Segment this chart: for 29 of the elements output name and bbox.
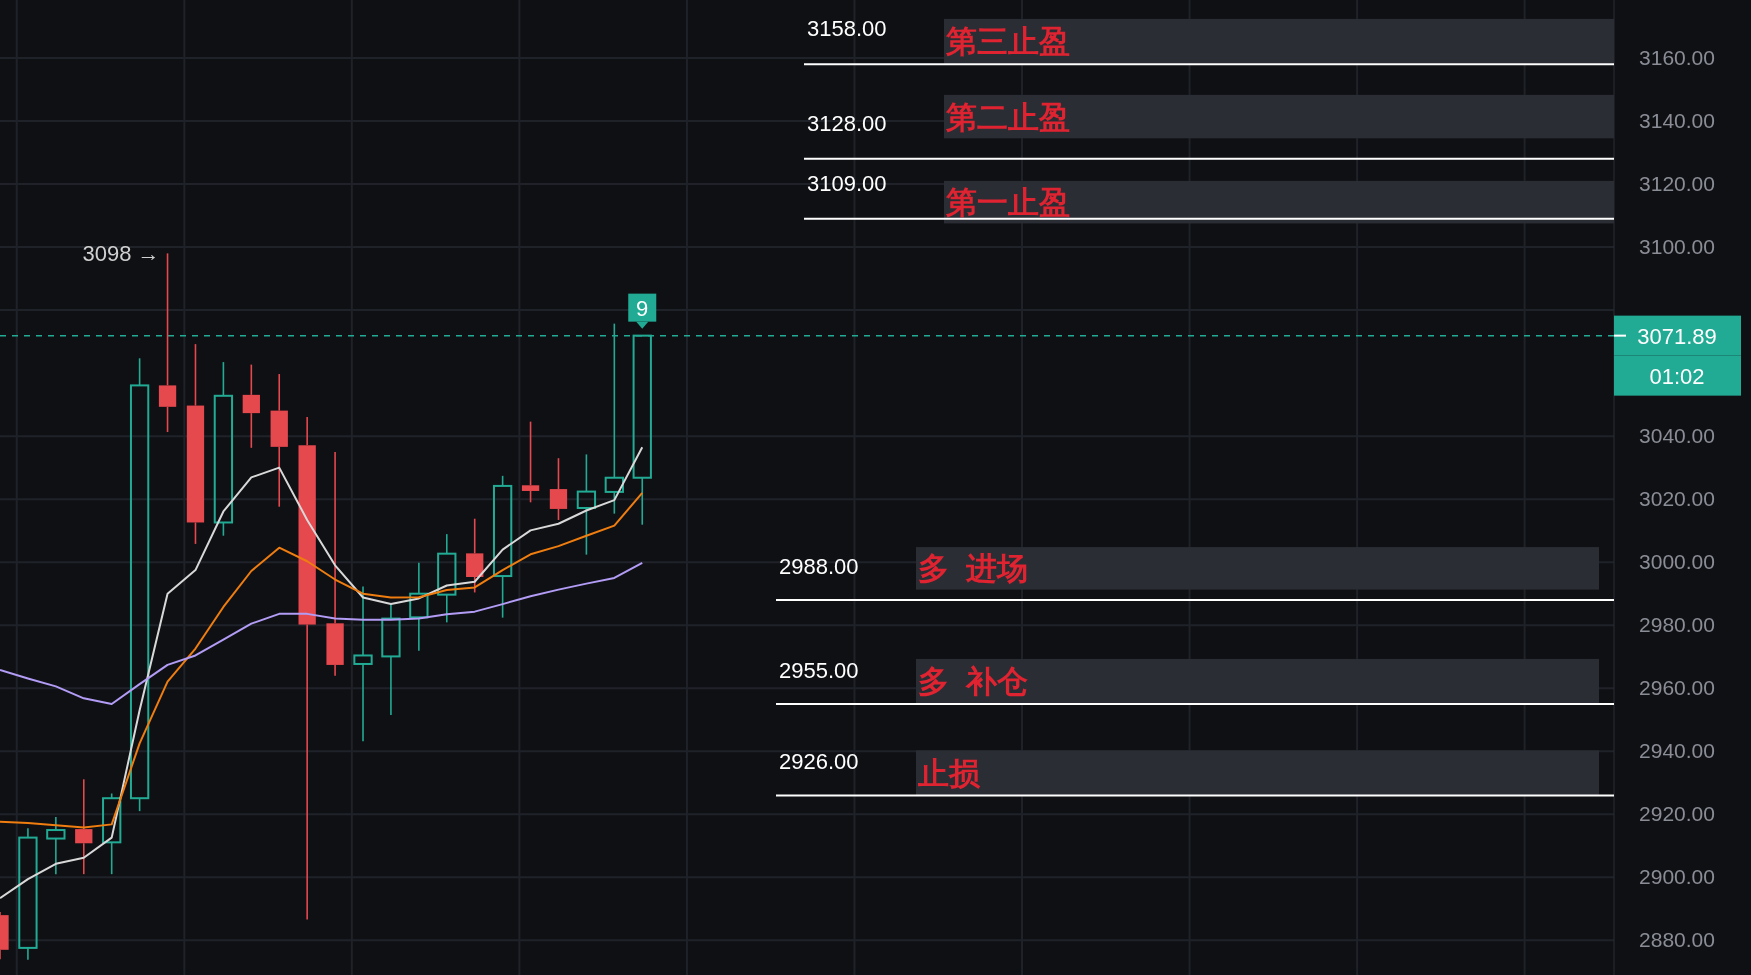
y-tick-label: 2900.00 xyxy=(1639,865,1715,889)
ref-line-label: 3109.00 xyxy=(807,170,887,196)
ref-line-label: 2955.00 xyxy=(779,657,859,683)
y-tick-label: 2920.00 xyxy=(1639,802,1715,826)
band-label: 第二止盈 xyxy=(945,99,1070,135)
annotation: 9 xyxy=(628,293,657,329)
y-tick-label: 2940.00 xyxy=(1639,739,1715,763)
y-tick-label: 2980.00 xyxy=(1639,613,1715,637)
ref-line-label: 2988.00 xyxy=(779,554,859,579)
y-tick-label: 3000.00 xyxy=(1639,550,1715,574)
y-tick-label: 3120.00 xyxy=(1639,172,1715,196)
y-tick-label: 2880.00 xyxy=(1639,928,1715,952)
y-tick-label: 3040.00 xyxy=(1639,424,1715,448)
band-label: 止损 xyxy=(917,755,981,791)
annotation: 3098 → xyxy=(82,241,160,267)
y-tick-label: 3140.00 xyxy=(1639,109,1715,133)
y-tick-label: 2960.00 xyxy=(1639,676,1715,700)
band-label: 第三止盈 xyxy=(945,24,1070,60)
y-tick-label: 3160.00 xyxy=(1639,45,1715,69)
y-tick-label: 3100.00 xyxy=(1639,235,1715,259)
y-tick-label: 3020.00 xyxy=(1639,487,1715,511)
ref-line-label: 3158.00 xyxy=(807,16,887,42)
band-label: 第一止盈 xyxy=(945,185,1070,221)
ref-line-label: 2926.00 xyxy=(779,749,859,775)
band-label: 多 补仓 xyxy=(918,664,1029,700)
annotation: 01:02 xyxy=(1614,355,1741,396)
ref-line-label: 3128.00 xyxy=(807,110,887,136)
band-label: 多 进场 xyxy=(918,551,1029,587)
ref-line-label: 3071.89 xyxy=(1637,323,1717,349)
